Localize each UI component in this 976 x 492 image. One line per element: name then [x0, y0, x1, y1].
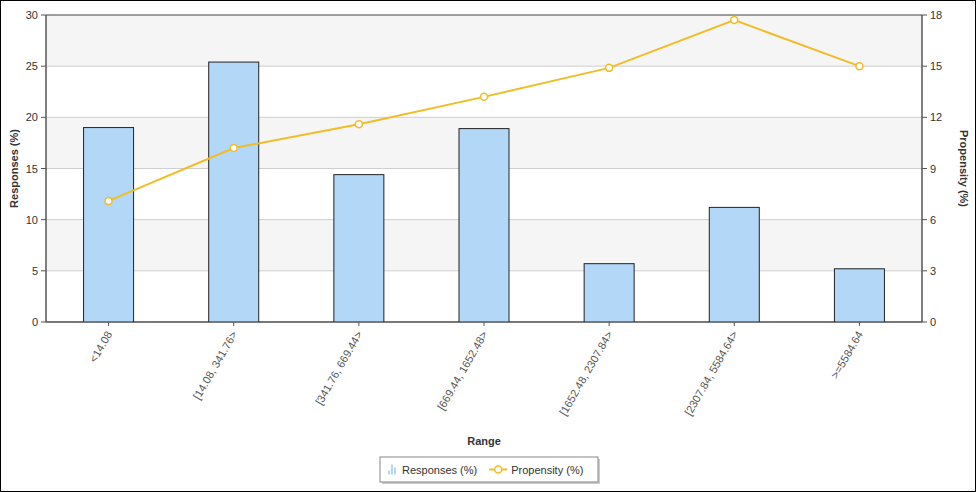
x-tick	[108, 322, 109, 326]
y2-tick	[922, 15, 927, 16]
grid-line	[46, 15, 922, 16]
marker	[606, 64, 613, 71]
y2-tick	[922, 168, 927, 169]
bar	[459, 129, 509, 322]
x-tick	[609, 322, 610, 326]
x-axis-title: Range	[467, 435, 501, 447]
marker	[481, 93, 488, 100]
y2-axis-title: Propensity (%)	[958, 130, 970, 207]
x-tick-label: [14.08, 341.76>	[191, 329, 240, 401]
y2-tick-label: 15	[930, 60, 942, 72]
y-tick-label: 0	[32, 316, 38, 328]
y-tick-label: 15	[26, 163, 38, 175]
y-tick	[41, 270, 46, 271]
y2-tick	[922, 117, 927, 118]
x-tick	[734, 322, 735, 326]
y-tick-label: 30	[26, 9, 38, 21]
plot-frame-top	[46, 15, 922, 16]
bar	[334, 175, 384, 322]
y-tick-label: 10	[26, 214, 38, 226]
marker	[856, 63, 863, 70]
y-tick-label: 5	[32, 265, 38, 277]
plot-marks	[84, 17, 885, 322]
x-tick-label: >=5584.64	[828, 329, 865, 381]
x-tick-label: [1652.48, 2307.84>	[557, 329, 615, 417]
legend-icon	[391, 465, 393, 475]
y2-tick-label: 3	[930, 265, 936, 277]
grid-line	[46, 66, 922, 67]
y2-tick-label: 12	[930, 111, 942, 123]
y-tick	[41, 219, 46, 220]
y-tick	[41, 168, 46, 169]
y2-tick-label: 6	[930, 214, 936, 226]
bar	[709, 207, 759, 322]
outer-frame	[1, 1, 976, 492]
y-tick	[41, 117, 46, 118]
marker	[355, 121, 362, 128]
x-tick-label: [2307.84, 5584.64>	[682, 329, 740, 417]
y2-tick-label: 9	[930, 163, 936, 175]
x-tick-label: [669.44, 1652.48>	[435, 329, 490, 412]
y2-tick	[922, 322, 927, 323]
x-tick-label: [341.76, 669.44>	[313, 329, 365, 407]
chart: 0 5 10 15 20 25 30 0 3 6 9 12 15 18 <14.08 [14.08, 341.…	[0, 0, 976, 492]
y-tick-label: 20	[26, 111, 38, 123]
x-tick	[859, 322, 860, 326]
x-tick	[233, 322, 234, 326]
x-tick	[358, 322, 359, 326]
marker	[731, 17, 738, 24]
legend-label: Responses (%)	[402, 464, 477, 476]
line	[109, 20, 860, 201]
y2-tick	[922, 66, 927, 67]
bar	[84, 128, 134, 322]
legend-icon	[388, 471, 390, 475]
legend: Responses (%) Propensity (%)	[380, 457, 600, 484]
legend-label: Propensity (%)	[511, 464, 583, 476]
bar	[834, 269, 884, 322]
y-tick	[41, 66, 46, 67]
bar	[209, 62, 259, 322]
marker	[230, 145, 237, 152]
x-tick-label: <14.08	[87, 329, 114, 364]
legend-icon	[394, 468, 396, 475]
y2-tick-label: 0	[930, 316, 936, 328]
marker	[105, 197, 112, 204]
grid-line	[46, 117, 922, 118]
y-axis-title: Responses (%)	[8, 129, 20, 208]
y-tick	[41, 322, 46, 323]
x-tick	[484, 322, 485, 326]
bar	[584, 264, 634, 322]
y-tick	[41, 15, 46, 16]
legend-box	[380, 457, 598, 482]
y-tick-label: 25	[26, 60, 38, 72]
y2-tick	[922, 270, 927, 271]
legend-icon	[495, 466, 502, 473]
y2-tick-label: 18	[930, 9, 942, 21]
y2-tick	[922, 219, 927, 220]
